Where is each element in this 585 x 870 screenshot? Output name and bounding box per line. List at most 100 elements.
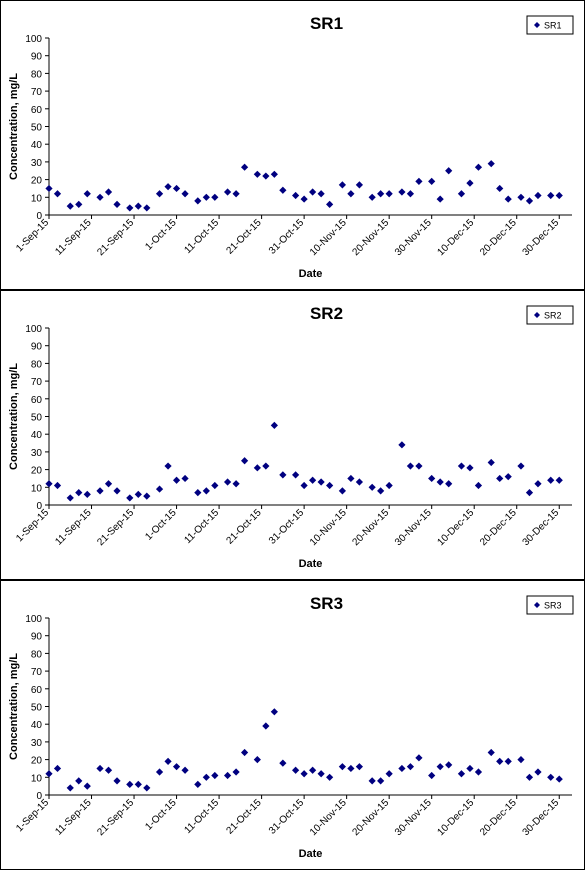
data-point — [155, 485, 164, 493]
chart-border — [0, 580, 585, 870]
legend: SR1 — [526, 15, 574, 35]
data-point — [262, 172, 270, 180]
data-point — [457, 462, 466, 470]
y-tick-label: 90 — [31, 52, 43, 63]
data-point — [368, 483, 376, 491]
data-point — [317, 478, 325, 486]
data-point — [398, 441, 406, 449]
data-point — [172, 763, 181, 771]
data-point — [83, 190, 91, 198]
data-point — [355, 763, 363, 771]
legend: SR3 — [526, 595, 574, 615]
data-point — [406, 190, 415, 198]
y-tick-label: 90 — [31, 632, 43, 643]
y-tick-label: 20 — [31, 176, 43, 187]
data-point — [232, 768, 240, 776]
data-point — [194, 489, 202, 497]
data-point — [496, 474, 504, 483]
data-point — [496, 757, 504, 765]
data-point — [355, 181, 363, 189]
x-axis-label: Date — [299, 268, 323, 280]
data-point — [525, 197, 534, 205]
y-tick-label: 30 — [31, 158, 43, 169]
data-point — [525, 773, 534, 781]
data-point — [134, 490, 142, 498]
data-point — [75, 489, 83, 497]
legend-box — [526, 595, 574, 615]
data-point — [45, 480, 53, 488]
data-point — [292, 471, 300, 479]
data-point — [436, 478, 444, 486]
data-point — [292, 191, 300, 200]
data-point — [83, 490, 91, 498]
data-point — [172, 184, 181, 193]
y-tick-label: 80 — [31, 359, 43, 370]
data-point — [504, 473, 512, 481]
data-point — [240, 457, 249, 465]
y-tick-label: 90 — [31, 342, 43, 353]
data-point — [143, 204, 151, 212]
data-point — [326, 200, 334, 208]
legend-label: SR1 — [544, 21, 562, 31]
data-point — [202, 773, 210, 781]
y-tick-label: 40 — [31, 720, 43, 731]
data-point — [126, 204, 134, 212]
y-tick-label: 50 — [31, 123, 43, 134]
data-point — [385, 481, 393, 490]
data-point — [155, 190, 164, 198]
data-point — [202, 193, 210, 201]
chart-border — [0, 0, 585, 290]
y-tick-label: 10 — [31, 773, 43, 784]
data-point — [547, 773, 555, 781]
legend-marker — [534, 22, 540, 28]
y-tick-label: 50 — [31, 413, 43, 424]
data-point — [398, 188, 406, 196]
data-point — [279, 186, 287, 194]
data-point — [474, 163, 483, 171]
y-tick-label: 30 — [31, 448, 43, 459]
data-point — [534, 480, 542, 488]
data-point — [211, 193, 219, 201]
y-tick-label: 10 — [31, 193, 43, 204]
legend-label: SR2 — [544, 311, 562, 321]
data-point — [338, 181, 346, 189]
y-tick-label: 100 — [25, 34, 42, 45]
data-point — [534, 191, 542, 200]
data-point — [317, 770, 325, 778]
data-point — [555, 775, 563, 783]
chart-title: SR3 — [310, 594, 343, 613]
y-tick-label: 60 — [31, 685, 43, 696]
data-point — [436, 195, 444, 203]
legend-label: SR3 — [544, 601, 562, 611]
y-tick-label: 70 — [31, 377, 43, 388]
y-tick-label: 80 — [31, 649, 43, 660]
data-point — [457, 190, 466, 198]
data-point — [253, 464, 261, 472]
data-point — [270, 708, 278, 716]
data-point — [428, 474, 436, 483]
data-point — [406, 462, 415, 470]
data-point — [355, 478, 363, 486]
y-tick-label: 0 — [36, 211, 42, 222]
y-tick-label: 20 — [31, 466, 43, 477]
data-point — [96, 764, 104, 773]
data-point — [326, 481, 334, 490]
x-axis-label: Date — [299, 848, 323, 860]
data-point — [279, 471, 287, 479]
data-point — [428, 771, 436, 780]
y-tick-label: 10 — [31, 483, 43, 494]
data-point — [164, 757, 172, 765]
legend-box — [526, 305, 574, 325]
data-point — [517, 193, 525, 201]
data-point — [457, 770, 466, 778]
y-tick-label: 70 — [31, 667, 43, 678]
y-axis-label: Concentration, mg/L — [8, 73, 20, 180]
data-point — [232, 190, 240, 198]
chart-title: SR1 — [310, 14, 343, 33]
data-point — [66, 202, 74, 210]
y-tick-label: 0 — [36, 501, 42, 512]
data-point — [104, 188, 113, 196]
data-point — [474, 481, 483, 490]
